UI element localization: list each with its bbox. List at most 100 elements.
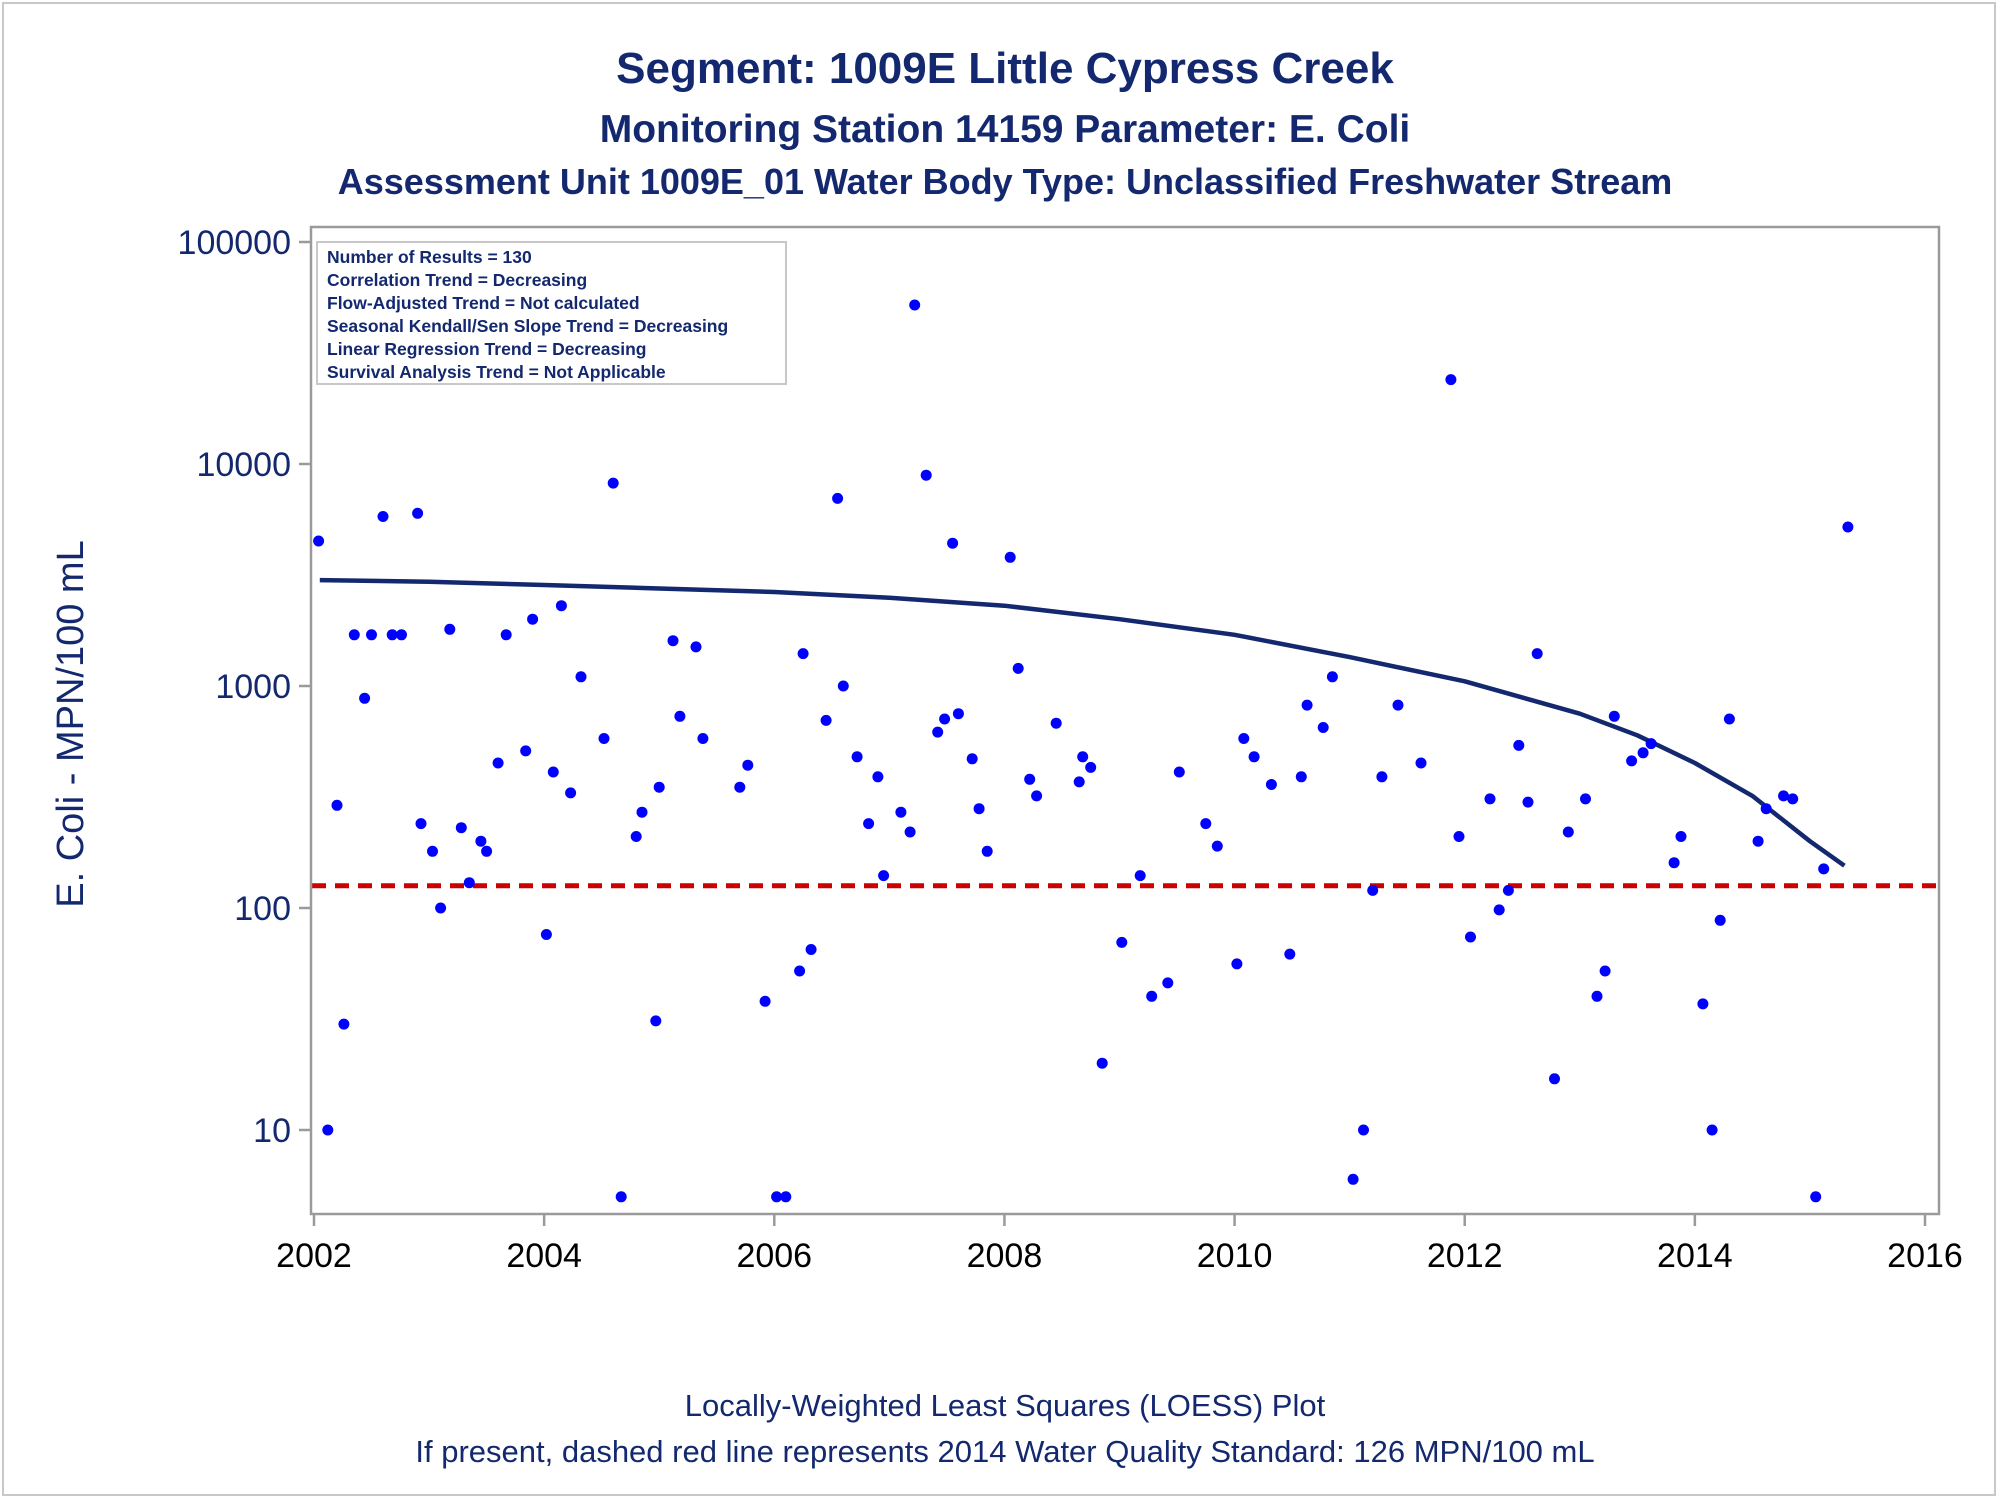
data-point xyxy=(1004,551,1016,563)
data-point xyxy=(475,835,487,847)
data-point xyxy=(837,680,849,692)
data-point xyxy=(780,1191,792,1203)
data-point xyxy=(863,818,875,830)
data-point xyxy=(331,799,343,811)
data-point xyxy=(742,759,754,771)
data-point xyxy=(1238,733,1250,744)
data-point xyxy=(981,845,993,857)
data-point xyxy=(1842,521,1854,533)
footnote-2: If present, dashed red line represents 2… xyxy=(415,1434,1594,1469)
data-point xyxy=(607,477,619,489)
y-axis-label: E. Coli - MPN/100 mL xyxy=(50,540,92,907)
data-point xyxy=(797,648,809,660)
data-point xyxy=(575,671,587,683)
data-point xyxy=(1162,977,1174,989)
info-line: Seasonal Kendall/Sen Slope Trend = Decre… xyxy=(327,316,728,336)
data-point xyxy=(947,537,959,549)
info-line: Correlation Trend = Decreasing xyxy=(327,270,587,290)
data-point xyxy=(1645,738,1657,750)
data-point xyxy=(1146,990,1158,1002)
data-point xyxy=(1301,699,1313,711)
data-point xyxy=(909,299,921,311)
x-tick-label: 2004 xyxy=(506,1237,582,1275)
data-point xyxy=(904,826,916,838)
data-point xyxy=(771,1191,783,1203)
data-point xyxy=(1012,662,1024,674)
data-point xyxy=(1599,965,1611,977)
info-line: Linear Regression Trend = Decreasing xyxy=(327,339,647,359)
data-point xyxy=(1714,914,1726,926)
data-point xyxy=(630,831,642,842)
footnote-1: Locally-Weighted Least Squares (LOESS) P… xyxy=(685,1388,1326,1423)
data-point xyxy=(667,635,679,647)
data-point xyxy=(366,629,377,641)
data-point xyxy=(1818,863,1830,875)
chart-subtitle-2: Assessment Unit 1009E_01 Water Body Type… xyxy=(338,161,1673,202)
data-point xyxy=(359,692,371,704)
data-point xyxy=(1668,857,1680,869)
plot-area xyxy=(309,225,1941,1216)
data-point xyxy=(1465,931,1476,943)
data-point xyxy=(377,511,389,522)
data-point xyxy=(435,902,447,914)
data-point xyxy=(1116,936,1128,948)
data-point xyxy=(1787,793,1799,805)
data-point xyxy=(1367,884,1379,896)
x-tick-label: 2006 xyxy=(736,1237,812,1275)
data-point xyxy=(547,766,559,778)
data-point xyxy=(322,1124,334,1136)
x-axis-ticks: 2002 2004 2006 2008 2010 2012 2014 2016 xyxy=(276,1214,1963,1275)
data-point xyxy=(939,713,951,725)
chart-svg: Segment: 1009E Little Cypress Creek Moni… xyxy=(50,44,1963,1469)
data-point xyxy=(1723,713,1735,725)
data-point xyxy=(1778,790,1789,802)
data-point xyxy=(966,753,978,765)
data-point xyxy=(759,995,771,1007)
y-tick-label: 10000 xyxy=(196,446,291,484)
data-point xyxy=(1706,1124,1718,1136)
data-point xyxy=(794,965,806,977)
data-point xyxy=(895,806,907,818)
data-point xyxy=(520,745,532,757)
x-tick-label: 2010 xyxy=(1197,1237,1273,1275)
data-point xyxy=(415,818,427,830)
data-point xyxy=(1522,796,1534,808)
data-point xyxy=(500,629,512,641)
data-point xyxy=(1358,1124,1369,1136)
data-point xyxy=(1453,831,1465,842)
data-point xyxy=(832,492,844,504)
info-box: Number of Results = 130 Correlation Tren… xyxy=(316,241,787,385)
data-point xyxy=(932,726,944,738)
data-point xyxy=(1608,710,1620,722)
data-point xyxy=(650,1015,662,1027)
data-point xyxy=(540,929,552,940)
data-point xyxy=(492,757,504,769)
data-point xyxy=(1077,751,1089,763)
x-tick-label: 2014 xyxy=(1657,1237,1733,1275)
data-point xyxy=(1591,990,1603,1002)
data-point xyxy=(1211,840,1223,852)
info-box-border xyxy=(316,241,787,385)
data-point xyxy=(1326,671,1338,683)
data-point xyxy=(1031,790,1043,802)
data-point xyxy=(1134,870,1146,882)
data-point xyxy=(1295,771,1307,783)
data-point xyxy=(1562,826,1574,838)
data-point xyxy=(386,629,398,641)
chart-title: Segment: 1009E Little Cypress Creek xyxy=(616,44,1394,93)
y-tick-label: 10 xyxy=(253,1112,291,1150)
data-point xyxy=(690,641,702,653)
data-point xyxy=(1200,818,1212,830)
data-point xyxy=(653,781,665,793)
data-point xyxy=(1376,771,1388,783)
data-point xyxy=(1173,766,1185,778)
data-point xyxy=(313,535,325,547)
data-point xyxy=(1580,793,1591,805)
data-point xyxy=(636,806,648,818)
data-point xyxy=(1493,904,1505,916)
data-point xyxy=(1531,648,1543,660)
data-point xyxy=(555,600,567,612)
data-point xyxy=(1231,958,1243,970)
data-point xyxy=(481,845,493,857)
data-point xyxy=(444,623,456,635)
